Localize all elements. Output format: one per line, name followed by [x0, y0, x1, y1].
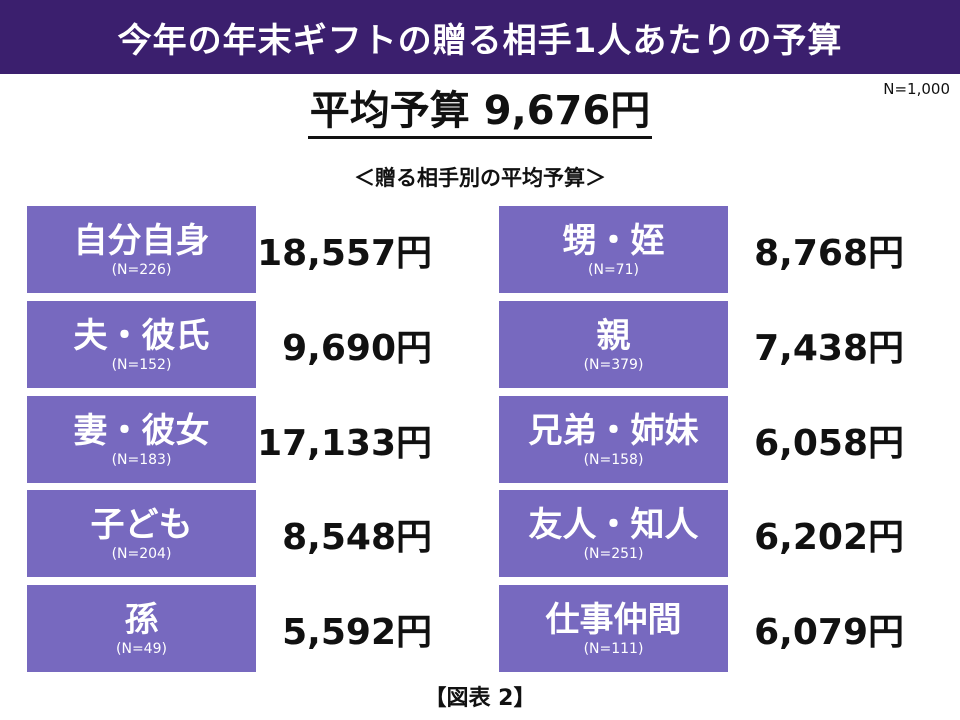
category-label: 仕事仲間 [545, 599, 682, 640]
category-box: 夫・彼氏 (N=152) [27, 301, 256, 388]
category-sample-size: (N=158) [583, 451, 644, 468]
category-box: 孫 (N=49) [27, 585, 256, 672]
category-budget-value: 9,690円 [282, 327, 432, 369]
category-sample-size: (N=204) [111, 545, 172, 562]
category-sample-size: (N=251) [583, 545, 644, 562]
average-budget-headline: 平均予算 9,676円 [0, 86, 960, 139]
category-budget-value: 6,058円 [754, 422, 904, 464]
header-bar: 今年の年末ギフトの贈る相手1人あたりの予算 [0, 0, 960, 74]
category-budget-value: 5,592円 [282, 611, 432, 653]
category-budget-value: 7,438円 [754, 327, 904, 369]
category-box: 仕事仲間 (N=111) [499, 585, 728, 672]
category-label: 夫・彼氏 [73, 315, 210, 356]
category-sample-size: (N=226) [111, 261, 172, 278]
category-sample-size: (N=152) [111, 356, 172, 373]
category-label: 子ども [90, 504, 193, 545]
category-sample-size: (N=49) [116, 640, 167, 657]
category-budget-value: 17,133円 [257, 422, 432, 464]
category-budget-value: 8,768円 [754, 232, 904, 274]
category-budget-value: 6,202円 [754, 516, 904, 558]
category-box: 親 (N=379) [499, 301, 728, 388]
category-box: 兄弟・姉妹 (N=158) [499, 396, 728, 483]
category-box: 自分自身 (N=226) [27, 206, 256, 293]
category-sample-size: (N=71) [588, 261, 639, 278]
chart-subtitle: ＜贈る相手別の平均予算＞ [354, 166, 606, 190]
category-label: 妻・彼女 [73, 410, 210, 451]
category-label: 甥・姪 [562, 220, 665, 261]
category-label: 親 [596, 315, 631, 356]
page-title: 今年の年末ギフトの贈る相手1人あたりの予算 [117, 20, 843, 61]
category-label: 兄弟・姉妹 [528, 410, 699, 451]
category-sample-size: (N=111) [583, 640, 644, 657]
sample-size-note: N=1,000 [883, 80, 950, 98]
category-budget-value: 6,079円 [754, 611, 904, 653]
category-label: 孫 [124, 599, 159, 640]
figure-caption: 【図表 2】 [424, 686, 536, 711]
category-sample-size: (N=379) [583, 356, 644, 373]
category-budget-value: 8,548円 [282, 516, 432, 558]
average-budget-text: 平均予算 9,676円 [307, 86, 653, 139]
category-box: 友人・知人 (N=251) [499, 490, 728, 577]
category-sample-size: (N=183) [111, 451, 172, 468]
category-box: 甥・姪 (N=71) [499, 206, 728, 293]
category-budget-value: 18,557円 [257, 232, 432, 274]
category-box: 妻・彼女 (N=183) [27, 396, 256, 483]
category-box: 子ども (N=204) [27, 490, 256, 577]
category-label: 自分自身 [73, 220, 210, 261]
category-label: 友人・知人 [528, 504, 699, 545]
